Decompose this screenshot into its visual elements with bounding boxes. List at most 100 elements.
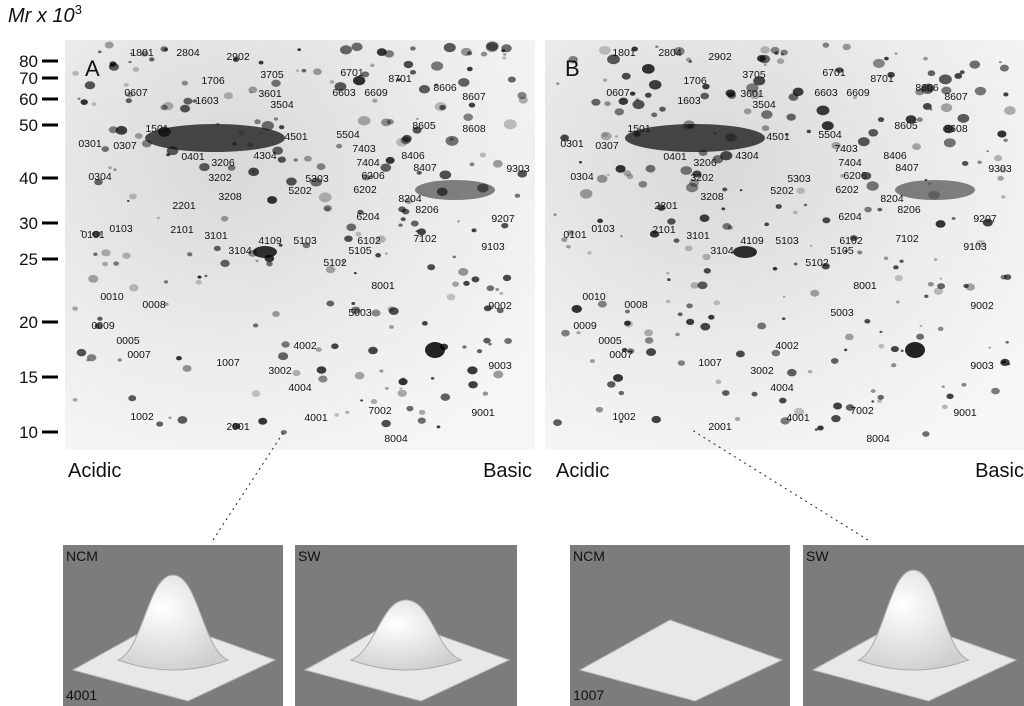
spot-label: 8004: [866, 433, 890, 445]
protein-spot: [793, 262, 798, 266]
protein-spot: [722, 222, 732, 230]
protein-cluster: [895, 180, 975, 200]
protein-spot: [923, 56, 928, 61]
spot-label: 4002: [293, 340, 317, 352]
protein-spot: [604, 101, 611, 107]
protein-spot: [673, 47, 685, 56]
protein-spot: [607, 54, 620, 65]
protein-spot: [779, 397, 787, 404]
panel-letter: B: [565, 56, 580, 81]
protein-spot: [561, 237, 568, 243]
spot-label: 3202: [208, 172, 232, 184]
protein-spot: [331, 343, 339, 350]
spot-label: 9103: [481, 241, 505, 253]
protein-spot: [852, 95, 858, 100]
protein-spot: [959, 70, 965, 75]
acidic-label: Acidic: [556, 460, 609, 482]
spot-label: 0607: [606, 87, 630, 99]
protein-spot: [621, 72, 631, 80]
spot-label: 8204: [398, 193, 422, 205]
protein-spot: [922, 83, 935, 93]
protein-spot: [785, 132, 789, 136]
protein-spot: [434, 101, 447, 112]
protein-spot: [267, 196, 278, 204]
protein-spot: [462, 345, 467, 349]
spot-label: 0401: [663, 151, 687, 163]
surface-peak: [349, 599, 463, 671]
protein-spot: [113, 261, 120, 266]
protein-spot: [941, 404, 948, 410]
spot-label: 9002: [970, 300, 994, 312]
spot-label: 4001: [304, 412, 328, 424]
protein-spot: [440, 393, 451, 401]
spot-label: 0009: [573, 320, 597, 332]
protein-spot: [946, 393, 954, 400]
spot-label: 7404: [356, 157, 380, 169]
protein-spot: [702, 253, 711, 261]
protein-spot: [998, 166, 1007, 173]
protein-spot: [943, 124, 955, 134]
protein-spot: [501, 56, 507, 60]
protein-spot: [786, 113, 796, 121]
protein-spot: [375, 253, 382, 258]
protein-spot: [780, 49, 788, 56]
protein-spot: [249, 91, 252, 94]
spot-label: 6102: [357, 235, 381, 247]
spot-label: 7404: [838, 157, 862, 169]
protein-spot: [501, 222, 509, 229]
protein-spot: [1000, 195, 1006, 199]
protein-spot: [439, 170, 452, 180]
spot-label: 3002: [268, 365, 292, 377]
protein-spot: [673, 238, 680, 243]
protein-spot: [293, 158, 298, 162]
spot-label: 4002: [775, 340, 799, 352]
protein-spot: [295, 69, 300, 72]
protein-spot: [503, 119, 517, 130]
y-tick-label: 80: [19, 52, 38, 71]
protein-spot: [400, 217, 406, 222]
protein-spot: [88, 274, 99, 283]
protein-spot: [380, 163, 392, 172]
protein-spot: [895, 300, 900, 304]
protein-spot: [248, 86, 258, 94]
protein-spot: [840, 174, 845, 178]
spot-label: 0301: [560, 138, 584, 150]
protein-spot: [727, 225, 733, 230]
protein-spot: [578, 161, 583, 164]
protein-spot: [248, 167, 260, 177]
protein-spot: [430, 376, 435, 380]
protein-spot: [1005, 340, 1009, 344]
protein-spot: [471, 229, 476, 232]
spot-label: 0005: [598, 335, 622, 347]
spot-label: 5003: [830, 307, 854, 319]
basic-label: Basic: [483, 460, 532, 482]
protein-spot: [457, 220, 460, 223]
y-tick-label: 30: [19, 214, 38, 233]
spot-label: 2804: [658, 47, 682, 59]
inset-spot-id: 1007: [573, 687, 604, 703]
protein-spot: [844, 249, 848, 253]
protein-spot: [587, 251, 592, 255]
spot-label: 8001: [853, 280, 877, 292]
protein-spot: [223, 92, 234, 100]
spot-label: 8605: [894, 120, 918, 132]
protein-spot: [817, 425, 824, 431]
spot-label: 0010: [100, 291, 124, 303]
spot-label: 7002: [368, 405, 392, 417]
protein-spot: [814, 428, 818, 431]
protein-spot: [877, 394, 884, 400]
spot-label: 6206: [843, 170, 867, 182]
protein-spot: [361, 174, 371, 181]
protein-spot: [951, 217, 956, 220]
protein-spot: [271, 79, 281, 87]
protein-spot: [924, 294, 929, 298]
protein-spot: [991, 387, 1000, 395]
spot-label: 3208: [218, 191, 242, 203]
spot-label: 9003: [488, 360, 512, 372]
protein-spot: [375, 235, 386, 243]
protein-spot: [123, 82, 129, 87]
protein-spot: [195, 279, 202, 285]
y-tick-label: 60: [19, 90, 38, 109]
protein-spot: [883, 256, 889, 261]
